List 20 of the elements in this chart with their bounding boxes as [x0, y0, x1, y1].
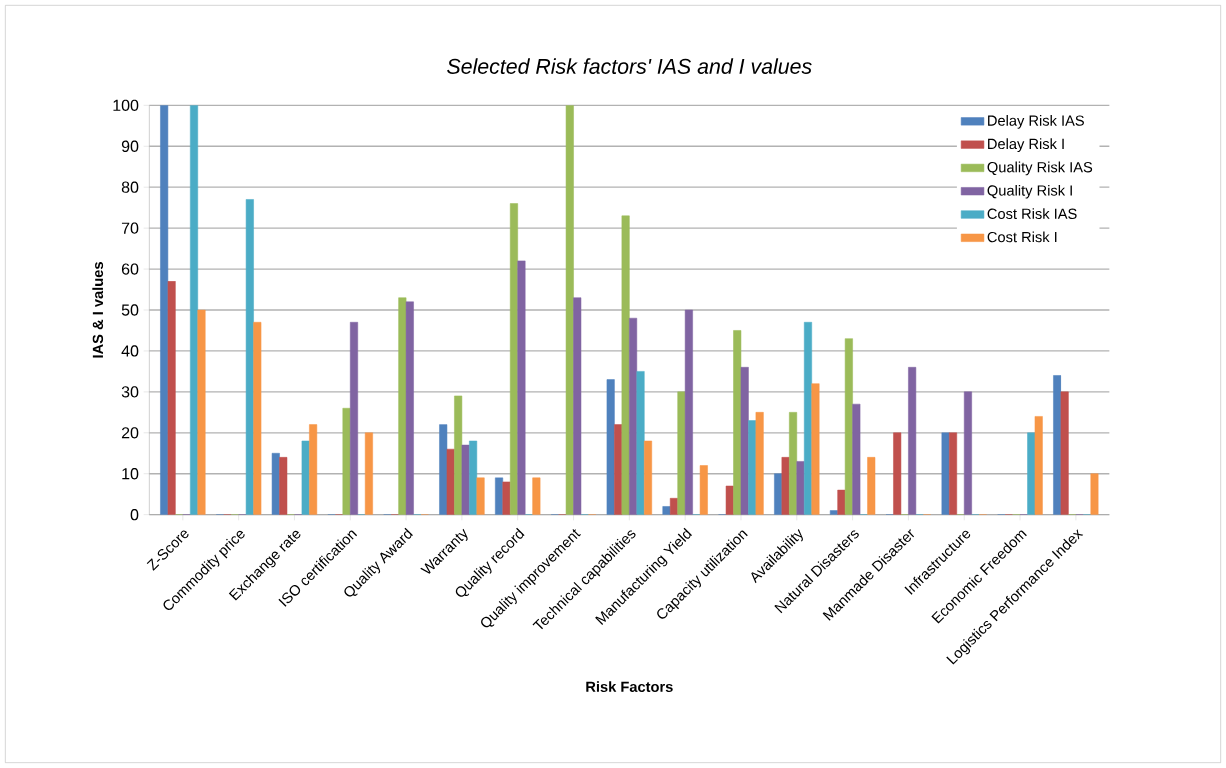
x-axis-title: Risk Factors: [586, 681, 673, 692]
y-tick-label: 20: [121, 427, 139, 439]
y-tick-label: 60: [121, 263, 139, 275]
y-axis-title: IAS & I values: [92, 262, 104, 358]
chart-title: Selected Risk factors' IAS and I values: [447, 58, 812, 74]
legend-label: Delay Risk IAS: [988, 115, 1084, 129]
legend-label: Cost Risk I: [987, 231, 1057, 243]
legend-label: Quality Risk I: [987, 184, 1072, 199]
y-tick-label: 10: [122, 468, 139, 480]
y-tick-label: 40: [121, 345, 139, 357]
y-tick-label: 100: [113, 99, 139, 111]
legend-label: Quality Risk IAS: [987, 161, 1093, 176]
y-tick-label: 0: [130, 509, 139, 521]
legend-label: Delay Risk I: [988, 138, 1064, 152]
y-tick-label: 80: [121, 181, 139, 193]
y-tick-label: 90: [121, 140, 139, 152]
y-tick-label: 30: [121, 386, 139, 398]
legend-label: Cost Risk IAS: [987, 208, 1077, 219]
y-tick-label: 70: [121, 222, 139, 234]
y-tick-label: 50: [121, 304, 139, 316]
